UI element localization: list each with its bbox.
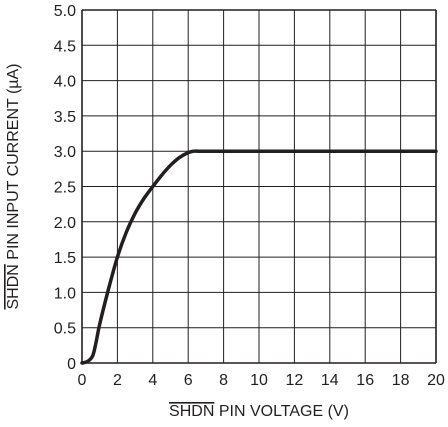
- y-tick-labels: 0 0.5 1.0 1.5 2.0 2.5 3.0 3.5 4.0 4.5 5.0: [54, 3, 76, 373]
- y-tick-label: 2.0: [54, 215, 76, 232]
- x-axis-title: SHDN PIN VOLTAGE (V): [169, 403, 349, 420]
- series-layer: [80, 149, 438, 365]
- x-tick-labels: 0 2 4 6 8 10 12 14 16 18 20: [78, 372, 445, 389]
- series-line: [80, 149, 438, 365]
- x-tick-label: 20: [427, 372, 445, 389]
- y-tick-label: 2.5: [54, 180, 76, 197]
- y-tick-label: 1.0: [54, 285, 76, 302]
- x-tick-label: 10: [250, 372, 268, 389]
- y-axis-title-rest: PIN INPUT CURRENT (µA): [5, 64, 22, 265]
- y-tick-label: 3.5: [54, 109, 76, 126]
- x-tick-label: 8: [219, 372, 228, 389]
- x-tick-label: 14: [321, 372, 339, 389]
- x-tick-label: 6: [184, 372, 193, 389]
- y-tick-label: 4.0: [54, 74, 76, 91]
- x-tick-label: 2: [113, 372, 122, 389]
- y-tick-label: 5.0: [54, 3, 76, 20]
- x-axis-title-overlined: SHDN: [169, 403, 214, 420]
- y-tick-label: 0.5: [54, 321, 76, 338]
- x-tick-label: 18: [392, 372, 410, 389]
- y-tick-label: 0: [67, 356, 76, 373]
- x-axis-title-rest: PIN VOLTAGE (V): [214, 403, 349, 420]
- x-tick-label: 0: [78, 372, 87, 389]
- x-tick-label: 4: [148, 372, 157, 389]
- x-tick-label: 16: [356, 372, 374, 389]
- y-tick-label: 1.5: [54, 250, 76, 267]
- y-tick-label: 3.0: [54, 144, 76, 161]
- y-axis-title: SHDN PIN INPUT CURRENT (µA): [5, 64, 22, 310]
- y-tick-label: 4.5: [54, 38, 76, 55]
- x-tick-label: 12: [286, 372, 304, 389]
- y-axis-title-overlined: SHDN: [5, 264, 22, 309]
- grid: [81, 9, 437, 364]
